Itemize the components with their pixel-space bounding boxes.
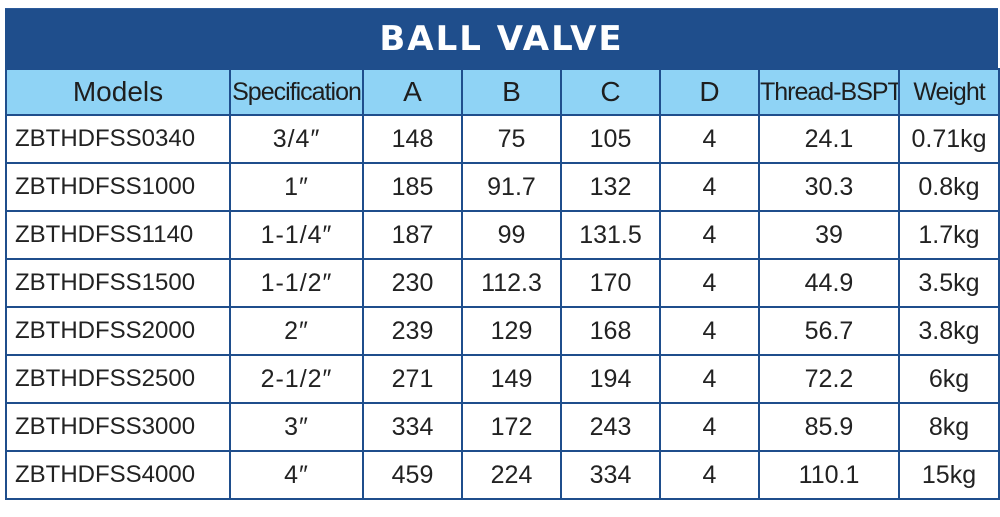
- cell-a: 185: [362, 162, 463, 212]
- cell-thread-bspt: 44.9: [758, 258, 900, 308]
- header-b: B: [461, 68, 562, 116]
- cell-a: 334: [362, 402, 463, 452]
- spec-table: Models Specification A B C D Thread-BSPT…: [5, 68, 1000, 500]
- cell-thread-bspt: 72.2: [758, 354, 900, 404]
- header-weight: Weight: [898, 68, 1000, 116]
- table-row: ZBTHDFSS2500 2-1/2″ 271 149 194 4 72.2 6kg: [5, 354, 1000, 404]
- cell-c: 243: [560, 402, 661, 452]
- cell-weight: 6kg: [898, 354, 1000, 404]
- header-thread-bspt: Thread-BSPT: [758, 68, 900, 116]
- cell-b: 91.7: [461, 162, 562, 212]
- cell-d: 4: [659, 306, 760, 356]
- cell-a: 187: [362, 210, 463, 260]
- cell-weight: 3.5kg: [898, 258, 1000, 308]
- table-row: ZBTHDFSS0340 3/4″ 148 75 105 4 24.1 0.71kg: [5, 114, 1000, 164]
- cell-thread-bspt: 39: [758, 210, 900, 260]
- cell-specification: 4″: [229, 450, 364, 500]
- cell-a: 230: [362, 258, 463, 308]
- header-specification: Specification: [229, 68, 364, 116]
- title-banner: BALL VALVE: [5, 8, 998, 69]
- cell-weight: 1.7kg: [898, 210, 1000, 260]
- cell-specification: 3/4″: [229, 114, 364, 164]
- cell-model: ZBTHDFSS1000: [5, 162, 231, 212]
- cell-model: ZBTHDFSS2000: [5, 306, 231, 356]
- cell-model: ZBTHDFSS1140: [5, 210, 231, 260]
- cell-model: ZBTHDFSS2500: [5, 354, 231, 404]
- header-a: A: [362, 68, 463, 116]
- cell-a: 148: [362, 114, 463, 164]
- cell-weight: 0.71kg: [898, 114, 1000, 164]
- cell-thread-bspt: 110.1: [758, 450, 900, 500]
- cell-c: 105: [560, 114, 661, 164]
- cell-b: 112.3: [461, 258, 562, 308]
- cell-thread-bspt: 85.9: [758, 402, 900, 452]
- page-title: BALL VALVE: [379, 19, 624, 59]
- cell-b: 224: [461, 450, 562, 500]
- table-row: ZBTHDFSS1500 1-1/2″ 230 112.3 170 4 44.9 3.5kg: [5, 258, 1000, 308]
- cell-thread-bspt: 56.7: [758, 306, 900, 356]
- cell-d: 4: [659, 258, 760, 308]
- cell-b: 149: [461, 354, 562, 404]
- cell-model: ZBTHDFSS1500: [5, 258, 231, 308]
- table-row: ZBTHDFSS4000 4″ 459 224 334 4 110.1 15kg: [5, 450, 1000, 500]
- cell-b: 99: [461, 210, 562, 260]
- cell-b: 75: [461, 114, 562, 164]
- cell-a: 271: [362, 354, 463, 404]
- table-row: ZBTHDFSS3000 3″ 334 172 243 4 85.9 8kg: [5, 402, 1000, 452]
- cell-c: 132: [560, 162, 661, 212]
- table-body: ZBTHDFSS0340 3/4″ 148 75 105 4 24.1 0.71kg ZBTHD…: [5, 114, 1000, 500]
- cell-d: 4: [659, 162, 760, 212]
- cell-c: 170: [560, 258, 661, 308]
- cell-thread-bspt: 30.3: [758, 162, 900, 212]
- cell-b: 129: [461, 306, 562, 356]
- cell-b: 172: [461, 402, 562, 452]
- cell-d: 4: [659, 114, 760, 164]
- table-header-row: Models Specification A B C D Thread-BSPT…: [5, 68, 1000, 116]
- header-d: D: [659, 68, 760, 116]
- cell-specification: 2-1/2″: [229, 354, 364, 404]
- cell-weight: 3.8kg: [898, 306, 1000, 356]
- cell-d: 4: [659, 354, 760, 404]
- cell-thread-bspt: 24.1: [758, 114, 900, 164]
- cell-weight: 8kg: [898, 402, 1000, 452]
- table-row: ZBTHDFSS1140 1-1/4″ 187 99 131.5 4 39 1.7kg: [5, 210, 1000, 260]
- cell-c: 334: [560, 450, 661, 500]
- cell-specification: 1″: [229, 162, 364, 212]
- cell-specification: 1-1/2″: [229, 258, 364, 308]
- cell-c: 131.5: [560, 210, 661, 260]
- cell-specification: 3″: [229, 402, 364, 452]
- cell-d: 4: [659, 210, 760, 260]
- cell-d: 4: [659, 450, 760, 500]
- cell-d: 4: [659, 402, 760, 452]
- cell-weight: 15kg: [898, 450, 1000, 500]
- header-c: C: [560, 68, 661, 116]
- cell-a: 239: [362, 306, 463, 356]
- cell-specification: 2″: [229, 306, 364, 356]
- cell-weight: 0.8kg: [898, 162, 1000, 212]
- cell-a: 459: [362, 450, 463, 500]
- table-row: ZBTHDFSS1000 1″ 185 91.7 132 4 30.3 0.8kg: [5, 162, 1000, 212]
- cell-specification: 1-1/4″: [229, 210, 364, 260]
- table-row: ZBTHDFSS2000 2″ 239 129 168 4 56.7 3.8kg: [5, 306, 1000, 356]
- cell-c: 168: [560, 306, 661, 356]
- cell-model: ZBTHDFSS0340: [5, 114, 231, 164]
- cell-c: 194: [560, 354, 661, 404]
- cell-model: ZBTHDFSS3000: [5, 402, 231, 452]
- header-models: Models: [5, 68, 231, 116]
- cell-model: ZBTHDFSS4000: [5, 450, 231, 500]
